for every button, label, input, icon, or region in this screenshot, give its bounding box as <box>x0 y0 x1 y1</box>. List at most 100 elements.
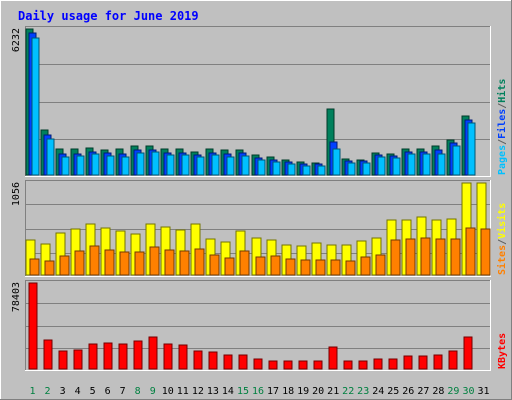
bar-sites-day-10 <box>164 249 175 276</box>
legend-entry: / <box>497 239 508 245</box>
bar-kbytes-day-22 <box>343 360 353 370</box>
bar-pages-day-22 <box>347 162 356 176</box>
bar-sites-day-17 <box>270 255 281 276</box>
bar-sites-day-25 <box>390 239 401 276</box>
bar-pages-day-13 <box>211 154 220 176</box>
x-tick-label: 19 <box>297 386 309 397</box>
x-tick-label: 14 <box>222 386 234 397</box>
x-tick-label: 3 <box>60 386 66 397</box>
bar-sites-day-28 <box>435 238 446 276</box>
bar-sites-day-24 <box>375 254 386 276</box>
bar-pages-day-20 <box>317 165 326 176</box>
bar-sites-day-1 <box>29 258 40 276</box>
bar-sites-day-2 <box>44 260 55 276</box>
x-tick-label: 4 <box>75 386 81 397</box>
bar-sites-day-23 <box>360 256 371 276</box>
bar-sites-day-29 <box>450 238 461 276</box>
x-tick-label: 13 <box>207 386 219 397</box>
axis-max-label: 6232 <box>11 28 22 52</box>
bar-kbytes-day-30 <box>463 336 473 370</box>
bar-kbytes-day-19 <box>298 360 308 370</box>
legend-entry: Visits <box>496 203 508 239</box>
bar-pages-day-9 <box>151 151 160 176</box>
bar-kbytes-day-8 <box>133 340 143 370</box>
x-tick-label: 24 <box>372 386 384 397</box>
bar-pages-day-19 <box>302 165 311 176</box>
bar-kbytes-day-7 <box>118 343 128 370</box>
bar-kbytes-day-5 <box>88 343 98 370</box>
x-tick-label: 6 <box>105 386 111 397</box>
bar-kbytes-day-3 <box>58 350 68 370</box>
plot-area <box>25 280 491 371</box>
bar-kbytes-day-21 <box>328 346 338 370</box>
legend: Pages/Files/Hits <box>496 79 508 175</box>
bar-pages-day-25 <box>392 157 401 176</box>
x-tick-label: 5 <box>90 386 96 397</box>
bar-sites-day-8 <box>134 251 145 276</box>
legend-entry: / <box>497 103 508 109</box>
bar-sites-day-21 <box>330 259 341 276</box>
x-tick-label: 18 <box>282 386 294 397</box>
x-tick-label: 2 <box>44 386 50 397</box>
panel-kbytes: 78403 KBytes <box>11 280 508 371</box>
bar-sites-day-18 <box>285 258 296 276</box>
bar-sites-day-22 <box>345 260 356 276</box>
x-tick-label: 11 <box>177 386 189 397</box>
bar-sites-day-26 <box>405 238 416 276</box>
bar-sites-day-4 <box>74 250 85 276</box>
legend-entry: Hits <box>496 79 508 103</box>
chart-title: Daily usage for June 2019 <box>18 9 199 23</box>
bar-kbytes-day-12 <box>193 350 203 370</box>
bar-pages-day-24 <box>377 156 386 176</box>
bar-kbytes-day-6 <box>103 342 113 370</box>
bar-pages-day-26 <box>407 153 416 176</box>
bar-sites-day-16 <box>255 256 266 276</box>
x-tick-label: 27 <box>417 386 429 397</box>
x-tick-label: 8 <box>135 386 141 397</box>
x-tick-label: 7 <box>120 386 126 397</box>
x-tick-label: 1 <box>29 386 35 397</box>
bar-sites-day-11 <box>179 250 190 276</box>
bar-sites-day-7 <box>119 251 130 276</box>
legend-entry: Sites <box>496 245 508 275</box>
bar-pages-day-30 <box>467 122 476 176</box>
bar-kbytes-day-27 <box>418 355 428 370</box>
bar-pages-day-4 <box>76 155 85 176</box>
x-tick-label: 25 <box>387 386 399 397</box>
bar-kbytes-day-17 <box>268 360 278 370</box>
bar-sites-day-13 <box>209 254 220 276</box>
axis-max-label: 78403 <box>11 282 22 312</box>
bar-sites-day-15 <box>239 250 250 276</box>
legend-entry: Pages <box>497 145 508 175</box>
x-tick-label: 17 <box>267 386 279 397</box>
x-tick-label: 30 <box>462 386 474 397</box>
bar-pages-day-10 <box>166 154 175 176</box>
bar-pages-day-15 <box>241 155 250 176</box>
bar-sites-day-31 <box>480 228 491 276</box>
bar-kbytes-day-14 <box>223 354 233 370</box>
bar-kbytes-day-2 <box>43 339 53 370</box>
bar-pages-day-12 <box>196 156 205 176</box>
bar-kbytes-day-11 <box>178 344 188 370</box>
x-tick-label: 12 <box>192 386 204 397</box>
bar-kbytes-day-10 <box>163 343 173 370</box>
x-tick-label: 15 <box>237 386 249 397</box>
bar-sites-day-20 <box>315 259 326 276</box>
bar-sites-day-6 <box>104 249 115 276</box>
bar-kbytes-day-28 <box>433 354 443 370</box>
bar-sites-day-3 <box>59 255 70 276</box>
x-tick-label: 21 <box>327 386 339 397</box>
bar-kbytes-day-24 <box>373 358 383 370</box>
bar-kbytes-day-4 <box>73 349 83 370</box>
bar-pages-day-2 <box>46 138 55 176</box>
bar-kbytes-day-26 <box>403 355 413 370</box>
bar-kbytes-day-23 <box>358 360 368 370</box>
bar-pages-day-6 <box>106 155 115 176</box>
legend: KBytes <box>497 333 508 369</box>
bar-kbytes-day-16 <box>253 358 263 370</box>
legend: Sites/Visits <box>496 203 508 275</box>
bar-sites-day-19 <box>300 259 311 276</box>
x-tick-label: 22 <box>342 386 354 397</box>
